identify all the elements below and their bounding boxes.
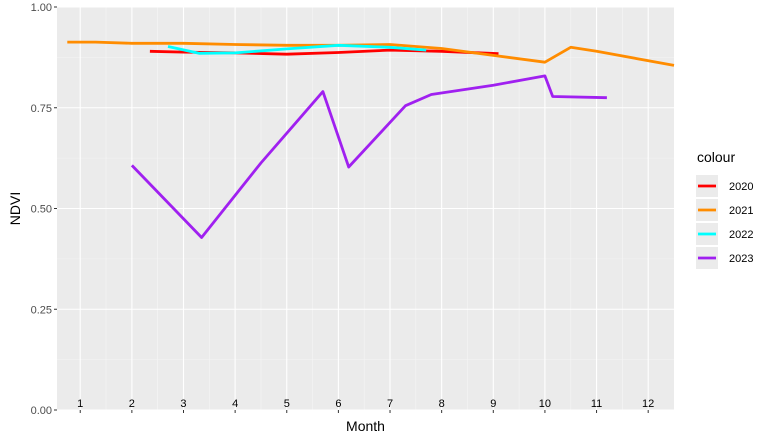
x-tick-label: 10 — [539, 398, 551, 410]
legend-title: colour — [697, 149, 735, 165]
legend-label-2021: 2021 — [729, 205, 753, 217]
x-tick-label: 1 — [77, 398, 83, 410]
series-layer — [67, 40, 675, 239]
legend-label-2022: 2022 — [729, 229, 753, 241]
x-tick-label: 6 — [335, 398, 341, 410]
x-tick-label: 8 — [439, 398, 445, 410]
x-tick-label: 12 — [642, 398, 654, 410]
x-tick-label: 5 — [284, 398, 290, 410]
x-axis-title: Month — [346, 418, 385, 434]
legend-label-2023: 2023 — [729, 253, 753, 265]
series-line-2022 — [167, 43, 427, 55]
x-tick-label: 4 — [232, 398, 238, 410]
y-tick-label: 1.00 — [31, 2, 52, 14]
x-tick-label: 11 — [591, 398, 602, 410]
axes: 0.000.250.500.751.001 2 3 4 5 6 7 8 9 10 11 12 — [31, 2, 655, 417]
legend-items: 2020 2021 2022 2023 — [696, 175, 753, 269]
y-tick-label: 0.50 — [31, 204, 52, 216]
y-axis-title: NDVI — [7, 192, 23, 225]
series-line-2023 — [130, 74, 607, 239]
major-gridlines — [57, 6, 674, 411]
x-tick-label: 3 — [180, 398, 186, 410]
y-tick-label: 0.25 — [31, 304, 52, 316]
y-tick-label: 0.75 — [31, 103, 52, 115]
y-tick-label: 0.00 — [31, 405, 52, 417]
x-tick-label: 9 — [490, 398, 496, 410]
x-tick-label: 2 — [129, 398, 135, 410]
legend-label-2020: 2020 — [729, 181, 753, 193]
x-tick-label: 7 — [387, 398, 393, 410]
legend: colour 2020 2021 2022 2023 — [696, 149, 753, 269]
